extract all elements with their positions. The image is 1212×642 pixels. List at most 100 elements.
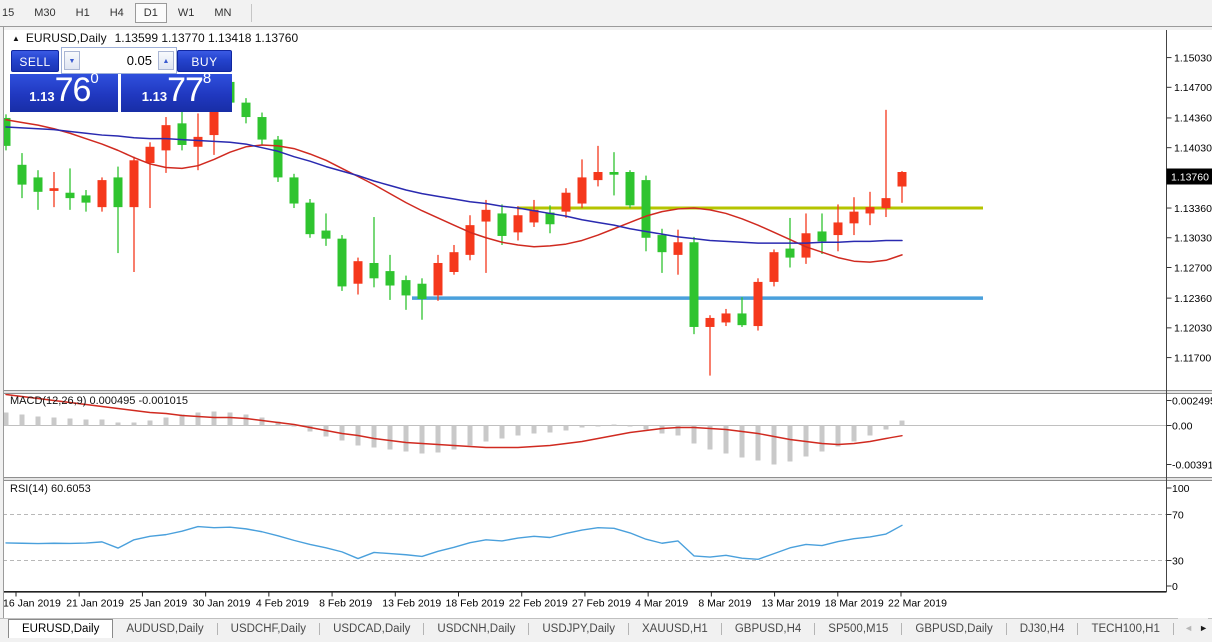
sell-button[interactable]: SELL — [11, 50, 59, 72]
tab-separator — [319, 622, 321, 635]
rsi-panel — [3, 514, 1167, 561]
timeframe-toolbar: 15 M30 H1 H4 D1 W1 MN — [0, 0, 1212, 27]
sell-price-pips: 76 — [54, 71, 92, 109]
svg-text:-0.003919: -0.003919 — [1172, 459, 1212, 471]
tab-separator — [528, 622, 530, 635]
chart-ohlc-values: 1.13599 1.13770 1.13418 1.13760 — [114, 31, 299, 45]
chart-tab-xauusd-h1[interactable]: XAUUSD,H1 — [642, 622, 708, 635]
timeframe-button-h4[interactable]: H4 — [109, 7, 124, 19]
chevron-up-icon: ▲ — [162, 58, 170, 65]
tab-scroll-arrows: ◄ ► — [1178, 618, 1208, 638]
timeframe-button-15[interactable]: 15 — [2, 7, 15, 19]
chart-tab-usdchf-daily[interactable]: USDCHF,Daily — [230, 622, 307, 635]
chart-tab-audusd-daily[interactable]: AUDUSD,Daily — [126, 622, 204, 635]
price-axis: 1.150301.147001.143601.140301.137001.133… — [1166, 52, 1212, 364]
buy-price-prefix: 1.13 — [141, 89, 168, 104]
chevron-down-icon: ▼ — [68, 58, 76, 65]
macd-indicator-label: MACD(12,26,9) 0.000495 -0.001015 — [10, 395, 188, 407]
tab-scroll-left-icon[interactable]: ◄ — [1184, 623, 1194, 633]
chart-tab-gbpusd-h4[interactable]: GBPUSD,H4 — [734, 622, 802, 635]
svg-text:21 Jan 2019: 21 Jan 2019 — [66, 598, 124, 610]
rsi-indicator-label: RSI(14) 60.6053 — [10, 483, 91, 495]
tab-separator — [1172, 622, 1174, 635]
svg-text:1.13360: 1.13360 — [1174, 203, 1212, 215]
svg-text:1.14030: 1.14030 — [1174, 142, 1212, 154]
svg-text:1.12030: 1.12030 — [1174, 323, 1212, 335]
tab-scroll-right-icon[interactable]: ► — [1199, 623, 1208, 633]
panel-borders — [0, 30, 1212, 593]
timeframe-button-w1[interactable]: W1 — [177, 7, 195, 19]
svg-text:16 Jan 2019: 16 Jan 2019 — [3, 598, 61, 610]
svg-text:100: 100 — [1172, 483, 1190, 495]
svg-text:70: 70 — [1172, 509, 1184, 521]
macd-name: MACD(12,26,9) — [10, 395, 87, 407]
timeframe-button-mn[interactable]: MN — [214, 7, 232, 19]
sell-price-box[interactable]: 1.13760 — [10, 70, 118, 112]
buy-price-point: 8 — [202, 70, 212, 87]
chart-tab-usdcad-daily[interactable]: USDCAD,Daily — [333, 622, 411, 635]
status-strip — [0, 638, 1212, 642]
svg-text:22 Feb 2019: 22 Feb 2019 — [509, 598, 568, 610]
timeframe-button-m30[interactable]: M30 — [34, 7, 56, 19]
rsi-axis: 100 70 30 0 — [1166, 483, 1190, 593]
buy-price-box[interactable]: 1.13778 — [121, 70, 232, 112]
macd-signal-value: -0.001015 — [138, 395, 188, 407]
tab-separator — [901, 622, 903, 635]
svg-text:8 Feb 2019: 8 Feb 2019 — [319, 598, 372, 610]
svg-text:13 Feb 2019: 13 Feb 2019 — [382, 598, 441, 610]
sell-price-prefix: 1.13 — [29, 89, 55, 104]
tab-separator — [628, 622, 629, 635]
svg-text:1.12360: 1.12360 — [1174, 293, 1212, 305]
svg-text:30 Jan 2019: 30 Jan 2019 — [193, 598, 251, 610]
svg-text:27 Feb 2019: 27 Feb 2019 — [572, 598, 631, 610]
svg-text:25 Jan 2019: 25 Jan 2019 — [129, 598, 187, 610]
rsi-value: 60.6053 — [50, 483, 91, 495]
svg-text:22 Mar 2019: 22 Mar 2019 — [888, 598, 947, 610]
rsi-name: RSI(14) — [10, 483, 48, 495]
chart-tab-dj30-h4[interactable]: DJ30,H4 — [1019, 622, 1065, 635]
chart-tab-gbpusd-daily[interactable]: GBPUSD,Daily — [915, 622, 993, 635]
svg-text:1.14360: 1.14360 — [1174, 113, 1212, 125]
svg-text:8 Mar 2019: 8 Mar 2019 — [698, 598, 751, 610]
time-axis: 16 Jan 2019 21 Jan 2019 25 Jan 2019 30 Jan … — [3, 592, 947, 610]
svg-text:1.13760: 1.13760 — [1171, 172, 1209, 184]
sell-price-point: 0 — [90, 70, 99, 87]
window-left-border — [0, 27, 4, 638]
volume-stepper: ▼ 0.05 ▲ — [61, 47, 177, 74]
chart-tab-tech100-h1[interactable]: TECH100,H1 — [1091, 622, 1160, 635]
chart-tab-usdjpy-daily[interactable]: USDJPY,Daily — [542, 622, 615, 635]
chart-tab-sp500-m15[interactable]: SP500,M15 — [828, 622, 889, 635]
chart-canvas[interactable]: 1.150301.147001.143601.140301.137001.133… — [0, 27, 1212, 618]
chart-symbol-label: EURUSD,Daily — [25, 31, 107, 45]
timeframe-button-h1[interactable]: H1 — [75, 7, 90, 19]
volume-increase-button[interactable]: ▲ — [158, 51, 174, 70]
buy-button[interactable]: BUY — [177, 50, 232, 72]
one-click-trading-panel: SELL ▼ 0.05 ▲ BUY 1.13760 1.13778 — [10, 44, 232, 112]
svg-text:0.00: 0.00 — [1172, 420, 1193, 432]
svg-text:1.11700: 1.11700 — [1174, 352, 1211, 364]
svg-text:1.14700: 1.14700 — [1174, 82, 1212, 94]
svg-text:4 Mar 2019: 4 Mar 2019 — [635, 598, 688, 610]
tab-separator — [216, 622, 218, 635]
tab-separator — [423, 622, 425, 635]
svg-text:13 Mar 2019: 13 Mar 2019 — [762, 598, 821, 610]
tab-separator — [1005, 622, 1007, 635]
svg-text:0.002495: 0.002495 — [1172, 395, 1212, 407]
chart-tab-eurusd-daily[interactable]: EURUSD,Daily — [8, 619, 114, 638]
svg-text:18 Feb 2019: 18 Feb 2019 — [445, 598, 504, 610]
toolbar-separator — [251, 4, 253, 22]
chart-tab-usdcnh-daily[interactable]: USDCNH,Daily — [437, 622, 516, 635]
svg-text:18 Mar 2019: 18 Mar 2019 — [825, 598, 884, 610]
volume-decrease-button[interactable]: ▼ — [64, 51, 80, 70]
collapse-panel-icon[interactable]: ▲ — [12, 34, 20, 43]
svg-text:0: 0 — [1172, 581, 1178, 593]
moving-averages — [5, 118, 903, 263]
volume-input[interactable]: 0.05 — [126, 53, 152, 68]
tab-separator — [1077, 622, 1079, 635]
svg-text:1.15030: 1.15030 — [1174, 52, 1212, 64]
macd-main-value: 0.000495 — [89, 395, 136, 407]
buy-price-pips: 77 — [167, 71, 204, 109]
svg-text:1.12700: 1.12700 — [1174, 262, 1212, 274]
timeframe-button-d1[interactable]: D1 — [134, 3, 167, 23]
